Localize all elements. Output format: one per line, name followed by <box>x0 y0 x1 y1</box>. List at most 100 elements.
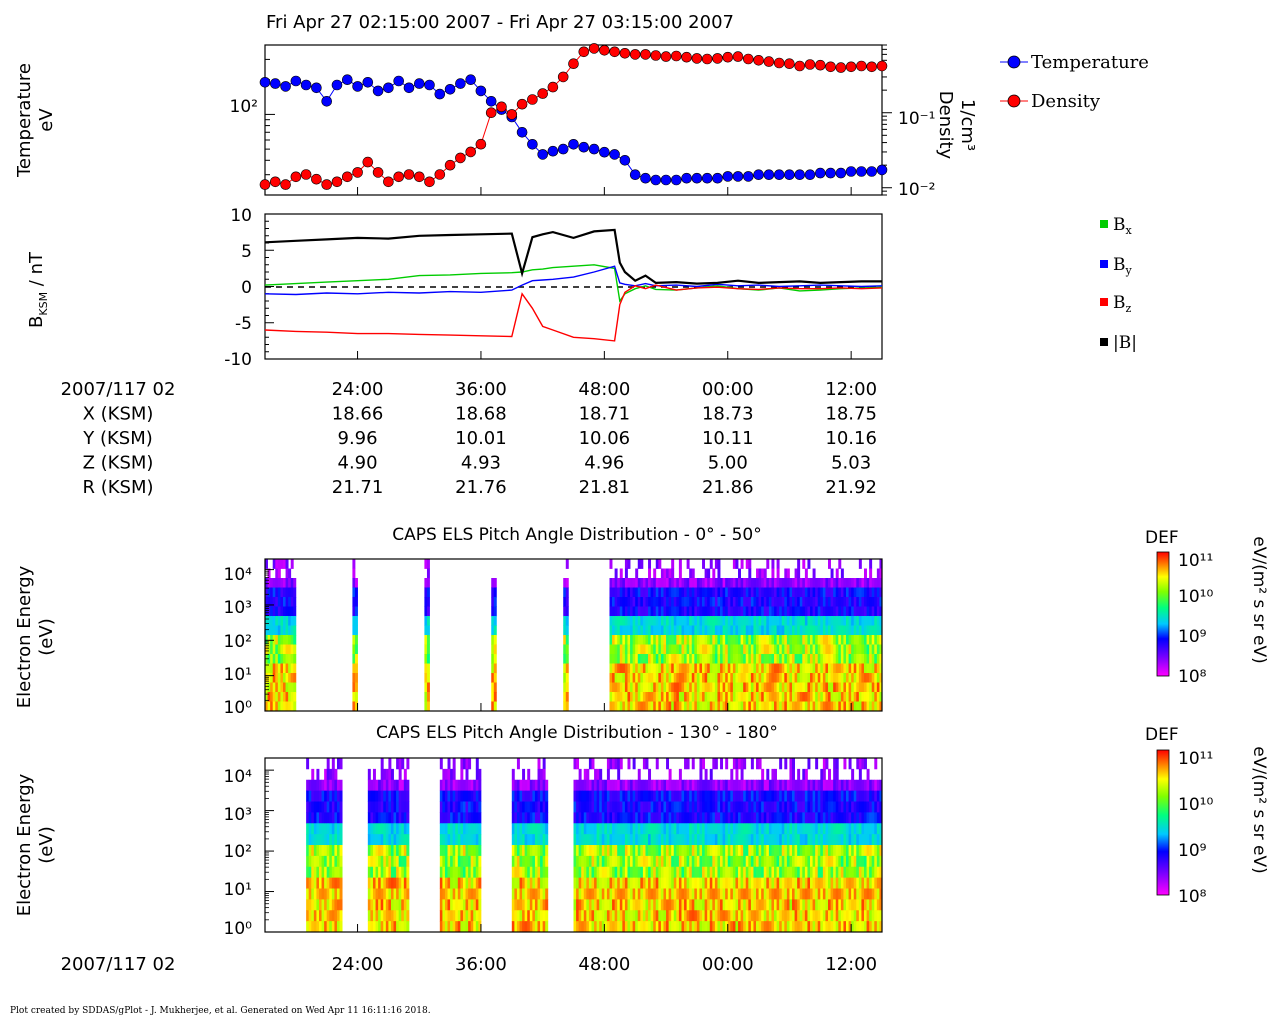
density-point <box>527 94 538 105</box>
spectrogram-cell <box>784 644 788 655</box>
spectrogram-cell <box>663 673 667 683</box>
spectrogram-cell <box>802 910 806 922</box>
spectrogram-cell <box>655 597 659 607</box>
spectrogram-cell <box>758 606 762 617</box>
spectrogram-cell <box>316 910 320 922</box>
spectrogram-cell <box>460 845 464 857</box>
colorbar2-title: DEF <box>1145 725 1179 745</box>
spectrogram-cell <box>645 597 649 607</box>
spectrogram-cell <box>514 779 518 792</box>
spectrogram-cell <box>378 823 382 835</box>
spectrogram-cell <box>815 587 819 598</box>
spectrogram-cell <box>810 701 813 712</box>
spectrogram-cell <box>293 654 297 664</box>
spectrogram-cell <box>858 559 862 569</box>
spectrogram-cell <box>781 823 785 835</box>
spectrogram-cell <box>810 779 813 792</box>
spectrogram-cell <box>720 644 724 655</box>
spectrogram-cell <box>761 568 765 579</box>
spectrogram-cell <box>794 654 798 664</box>
spectrogram-cell <box>326 845 330 857</box>
spectrogram-cell <box>750 790 754 802</box>
spectrogram-cell <box>730 899 734 911</box>
spectrogram-cell <box>660 692 664 702</box>
spectrogram-cell <box>676 812 680 824</box>
spectrogram-cell <box>720 625 724 636</box>
spectrogram-cell <box>789 597 793 607</box>
spectrogram-cell <box>637 701 641 712</box>
spectrogram-cell <box>879 692 883 702</box>
spectrogram-cell <box>717 663 721 674</box>
spectrogram-cell <box>540 790 544 802</box>
spectrogram-cell <box>856 845 860 857</box>
spectrogram-cell <box>735 578 739 588</box>
spectrogram-cell <box>540 899 544 911</box>
spectrogram-cell <box>380 758 384 770</box>
spectrogram-cell <box>848 834 852 846</box>
spectrogram-cell <box>491 644 495 655</box>
spectrogram-cell <box>709 790 713 802</box>
spectrogram-cell <box>635 834 639 846</box>
spectrogram-cell <box>658 654 662 664</box>
spectrogram-cell <box>853 910 857 922</box>
spectrogram-cell <box>858 910 862 922</box>
spectrogram-cell <box>732 597 736 607</box>
spectrogram-cell <box>604 779 608 792</box>
spectrogram-cell <box>645 921 649 933</box>
spectrogram-cell <box>871 790 875 802</box>
spectrogram-cell <box>439 823 443 835</box>
spectrogram-cell <box>696 845 700 857</box>
spectrogram-cell <box>725 790 729 802</box>
spectrogram-cell <box>696 866 700 879</box>
spectrogram-cell <box>383 855 387 868</box>
spectrogram-cell <box>748 855 752 868</box>
ephemeris-value: 48:00 <box>578 379 630 400</box>
spectrogram-cell <box>879 899 883 911</box>
spectrogram-cell <box>684 812 688 824</box>
spectrogram-cell <box>828 654 831 664</box>
spectrogram-cell <box>714 758 718 770</box>
spectrogram-cell <box>763 899 767 911</box>
spectrogram-cell <box>712 888 716 900</box>
spectrogram-cell <box>447 855 451 868</box>
spectrogram-cell <box>383 823 387 835</box>
spectrogram-cell <box>385 823 389 835</box>
spectrogram-cell <box>743 597 747 607</box>
spectrogram-cell <box>619 701 623 712</box>
spectrogram-cell <box>810 866 813 879</box>
spectrogram-cell <box>699 597 703 607</box>
spectrogram-cell <box>331 910 335 922</box>
spectrogram-cell <box>735 888 739 900</box>
spectrogram-cell <box>866 899 870 911</box>
spectrogram-cell <box>784 855 788 868</box>
spectrogram-cell <box>745 635 749 645</box>
spectrogram-cell <box>393 845 397 857</box>
spectrogram-cell <box>640 899 644 911</box>
spectrogram-cell <box>576 834 580 846</box>
panel-magnetic-field: 10 5 0 -5 -10 BKSM / nT Bx By Bz |B| <box>26 206 1137 370</box>
spectrogram-cell <box>470 899 474 911</box>
spectrogram-cell <box>460 899 464 911</box>
spectrogram-cell <box>689 692 693 702</box>
spectrogram-cell <box>514 834 518 846</box>
spectrogram-cell <box>681 866 685 879</box>
spectrogram-cell <box>820 578 824 588</box>
spectrogram-cell <box>725 823 729 835</box>
spectrogram-cell <box>606 910 610 922</box>
spectrogram-cell <box>856 888 860 900</box>
spectrogram-cell <box>804 644 808 655</box>
spectrogram-cell <box>869 812 873 824</box>
spectrogram-cell <box>797 701 801 712</box>
spectrogram-cell <box>753 899 757 911</box>
spectrogram-cell <box>871 663 875 674</box>
spectrogram-cell <box>740 779 744 792</box>
spectrogram-cell <box>766 625 770 636</box>
spectrogram-cell <box>318 823 322 835</box>
spectrogram-cell <box>658 790 662 802</box>
spectrogram-cell <box>339 845 343 857</box>
spectrogram-cell <box>851 834 855 846</box>
spectrogram-cell <box>640 559 644 569</box>
spectrogram-cell <box>591 823 595 835</box>
spectrogram-cell <box>424 616 428 626</box>
spectrogram-cell <box>830 663 834 674</box>
